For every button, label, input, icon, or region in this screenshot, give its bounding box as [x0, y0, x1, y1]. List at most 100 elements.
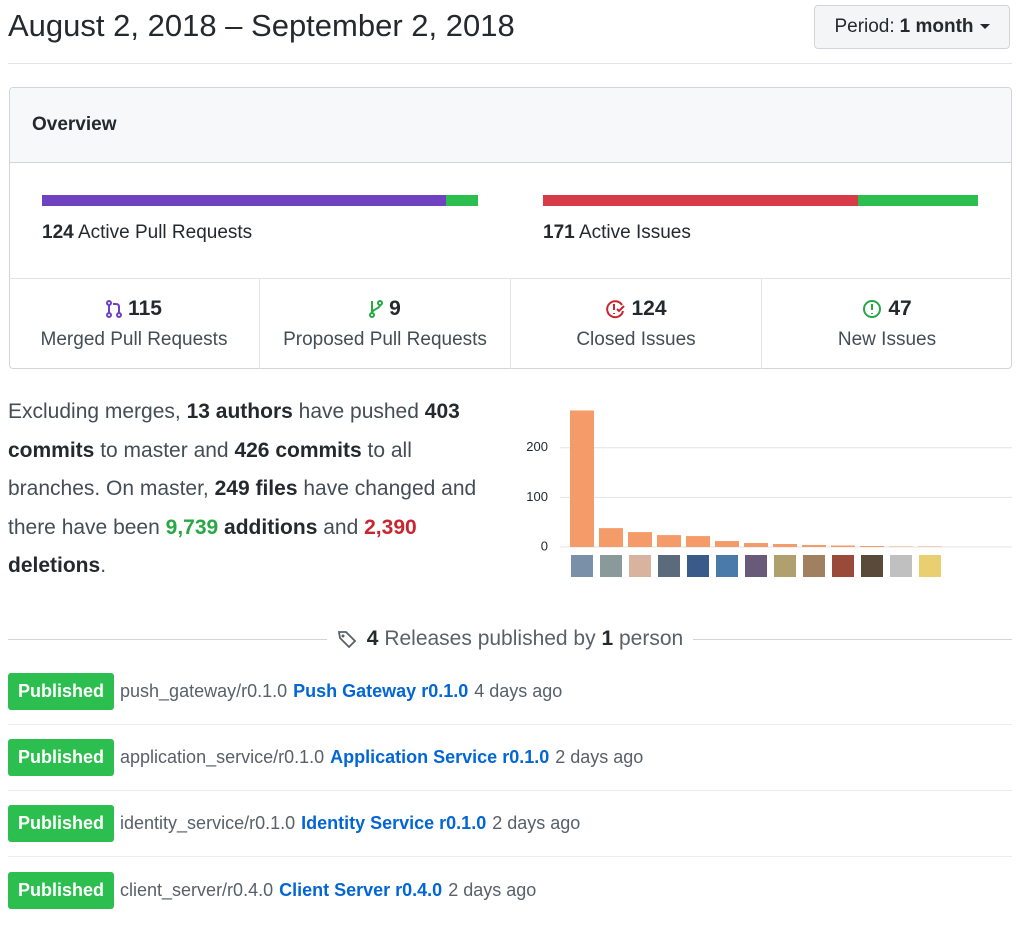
author-avatar: [832, 555, 854, 577]
issue-label[interactable]: Active Issues: [578, 222, 691, 243]
releases-header: 4 Releases published by 1 person: [8, 624, 1012, 654]
pr-meter: [42, 195, 478, 206]
author-avatar: [571, 555, 593, 577]
bar: [715, 541, 739, 547]
published-badge: Published: [8, 673, 115, 710]
summary-text: 13 authors: [186, 400, 293, 423]
stat-value: 115: [128, 297, 162, 320]
release-item: Published application_service/r0.1.0 Appli…: [8, 725, 1012, 791]
summary-text: have changed and there have been: [8, 477, 477, 539]
releases-text: Releases published by: [384, 627, 596, 650]
author-avatar: [716, 555, 738, 577]
summary-text: to master and: [100, 438, 229, 462]
stat-proposed[interactable]: 9 Proposed Pull Requests: [260, 279, 511, 369]
author-avatar: [890, 555, 912, 577]
issue-count[interactable]: 171: [543, 222, 575, 243]
author-avatar: [745, 555, 767, 577]
y-tick-label: 0: [541, 538, 548, 553]
stat-value: 124: [631, 297, 667, 320]
commit-chart: 0 100 200: [526, 410, 1012, 577]
stat-label: Proposed Pull Requests: [283, 329, 487, 350]
bar: [773, 544, 797, 547]
release-tag: push_gateway/r0.1.0: [120, 681, 288, 701]
release-time: 2 days ago: [448, 879, 537, 900]
proposed-bar: [446, 195, 478, 206]
summary-text: additions: [224, 515, 318, 539]
stat-value: 9: [389, 297, 401, 320]
overview-box: Overview: [9, 87, 1012, 369]
release-item: Published identity_service/r0.1.0 Identity…: [8, 791, 1012, 857]
published-badge: Published: [8, 871, 115, 909]
stat-label: Merged Pull Requests: [40, 329, 228, 350]
summary-text: 2,390: [364, 515, 417, 539]
bar: [628, 532, 652, 547]
people-count: 1: [601, 627, 614, 650]
release-count: 4: [366, 627, 379, 650]
author-avatar: [600, 555, 622, 577]
stat-value: 47: [888, 297, 912, 320]
stats-row: 115 Merged Pull Requests 9 Proposed Pull R…: [9, 278, 1012, 369]
bar: [599, 528, 623, 547]
page-title: August 2, 2018 – September 2, 2018: [8, 8, 515, 43]
bar: [860, 546, 884, 547]
period-label: Period:: [834, 16, 895, 37]
author-avatar: [629, 555, 651, 577]
releases-text: person: [619, 627, 684, 650]
summary-text: deletions: [8, 554, 101, 577]
release-tag: identity_service/r0.1.0: [120, 813, 296, 833]
bar: [570, 410, 594, 547]
pr-summary: 124 Active Pull Requests: [42, 222, 252, 244]
merged-bar: [42, 195, 447, 206]
release-time: 2 days ago: [555, 747, 644, 767]
author-avatar: [658, 555, 680, 577]
summary-text: and: [323, 515, 359, 539]
release-time: 4 days ago: [474, 681, 563, 701]
release-name[interactable]: Identity Service r0.1.0: [301, 813, 487, 833]
release-name[interactable]: Application Service r0.1.0: [330, 747, 550, 767]
commit-summary: Excluding merges, 13 authors have pushed…: [8, 393, 503, 586]
bar: [686, 536, 710, 547]
bar: [802, 545, 826, 547]
bar: [744, 543, 768, 547]
release-tag: client_server/r0.4.0: [120, 879, 274, 900]
release-item: Published push_gateway/r0.1.0 Push Gateway…: [8, 659, 1012, 725]
stat-label: Closed Issues: [576, 329, 696, 350]
y-tick-label: 200: [526, 439, 548, 454]
summary-text: 249 files: [214, 477, 298, 500]
summary-text: Excluding merges,: [8, 400, 181, 423]
period-value: 1 month: [900, 16, 990, 38]
author-avatar: [861, 555, 883, 577]
bar: [657, 535, 681, 547]
closed-bar: [543, 195, 859, 206]
stat-merged[interactable]: 115 Merged Pull Requests: [9, 279, 260, 369]
release-tag: application_service/r0.1.0: [120, 747, 325, 767]
published-badge: Published: [8, 739, 115, 776]
summary-text: have pushed: [298, 400, 419, 423]
published-badge: Published: [8, 805, 115, 842]
bar: [831, 545, 855, 547]
release-item: Published client_server/r0.4.0 Client Serv…: [8, 857, 1012, 923]
release-name[interactable]: Client Server r0.4.0: [279, 879, 443, 900]
pr-count[interactable]: 124: [42, 222, 74, 243]
divider: [8, 63, 1012, 64]
stat-new[interactable]: 47 New Issues: [762, 279, 1012, 369]
summary-text: 9,739: [165, 515, 219, 539]
summary-text: .: [100, 554, 107, 577]
period-button[interactable]: Period: 1 month: [814, 5, 1010, 49]
author-avatar: [687, 555, 709, 577]
release-time: 2 days ago: [492, 813, 581, 833]
stat-closed[interactable]: 124 Closed Issues: [511, 279, 762, 369]
stat-label: New Issues: [837, 329, 937, 350]
pr-label[interactable]: Active Pull Requests: [77, 222, 253, 243]
author-avatar: [803, 555, 825, 577]
new-bar: [858, 195, 978, 206]
summary-text: 403 commits: [8, 400, 460, 462]
summary-text: to all branches. On master,: [8, 438, 412, 501]
author-avatar: [774, 555, 796, 577]
release-name[interactable]: Push Gateway r0.1.0: [293, 681, 469, 701]
author-avatar: [919, 555, 941, 577]
summary-text: 426 commits: [234, 438, 362, 462]
y-tick-label: 100: [526, 489, 548, 504]
issue-meter: [543, 195, 978, 206]
